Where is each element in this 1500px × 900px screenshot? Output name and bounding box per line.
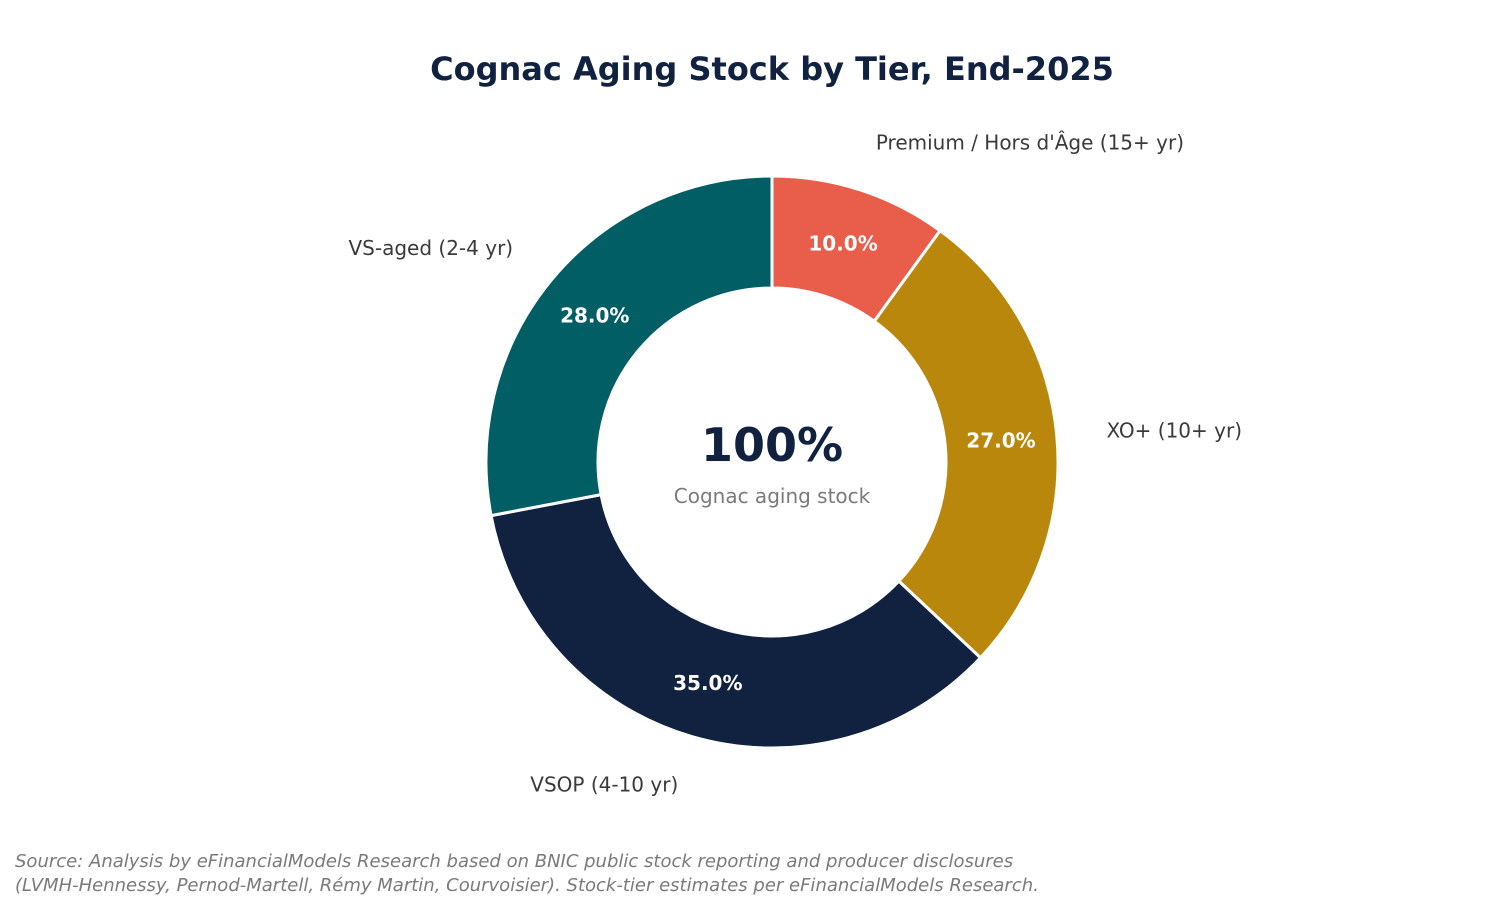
slice-percent-label-xo-10-yr: 27.0% xyxy=(966,428,1035,452)
source-note: Source: Analysis by eFinancialModels Res… xyxy=(15,850,1475,898)
center-caption: Cognac aging stock xyxy=(674,484,871,508)
chart-title: Cognac Aging Stock by Tier, End-2025 xyxy=(430,50,1114,88)
slice-percent-label-premium-hors-d-ge-15-yr: 10.0% xyxy=(808,231,877,255)
slice-category-label-vs-aged-2-4-yr: VS-aged (2-4 yr) xyxy=(349,236,514,260)
slice-category-label-premium-hors-d-ge-15-yr: Premium / Hors d'Âge (15+ yr) xyxy=(876,130,1184,154)
source-line-1: Source: Analysis by eFinancialModels Res… xyxy=(15,851,1014,872)
slice-category-label-vsop-4-10-yr: VSOP (4-10 yr) xyxy=(530,773,678,797)
slice-category-labels: Premium / Hors d'Âge (15+ yr) XO+ (10+ yr… xyxy=(349,130,1243,796)
source-line-2: (LVMH-Hennessy, Pernod-Martell, Rémy Mar… xyxy=(15,875,1039,896)
donut-slice-xo-10-yr xyxy=(872,229,1060,660)
donut-slice-vsop-4-10-yr xyxy=(489,493,982,750)
center-total-value: 100% xyxy=(701,418,843,472)
donut-slice-vs-aged-2-4-yr xyxy=(484,174,774,518)
slice-percent-labels: 10.0% 27.0% 35.0% 28.0% xyxy=(560,231,1036,695)
donut-slices xyxy=(484,174,1060,750)
slice-category-label-xo-10-yr: XO+ (10+ yr) xyxy=(1107,418,1243,442)
slice-percent-label-vs-aged-2-4-yr: 28.0% xyxy=(560,303,629,327)
slice-percent-label-vsop-4-10-yr: 35.0% xyxy=(673,671,742,695)
